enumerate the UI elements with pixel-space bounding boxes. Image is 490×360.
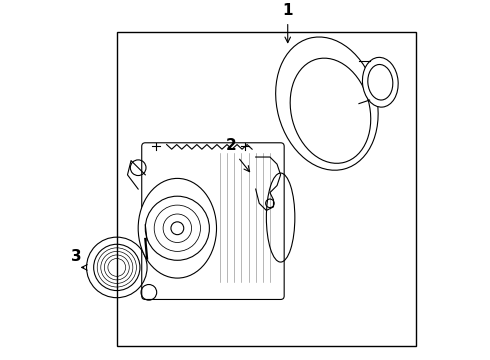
Text: 2: 2: [225, 139, 236, 153]
Bar: [117, 32, 416, 346]
Ellipse shape: [138, 179, 217, 278]
Text: 3: 3: [71, 249, 81, 264]
Text: 1: 1: [282, 3, 293, 18]
Ellipse shape: [363, 57, 398, 107]
